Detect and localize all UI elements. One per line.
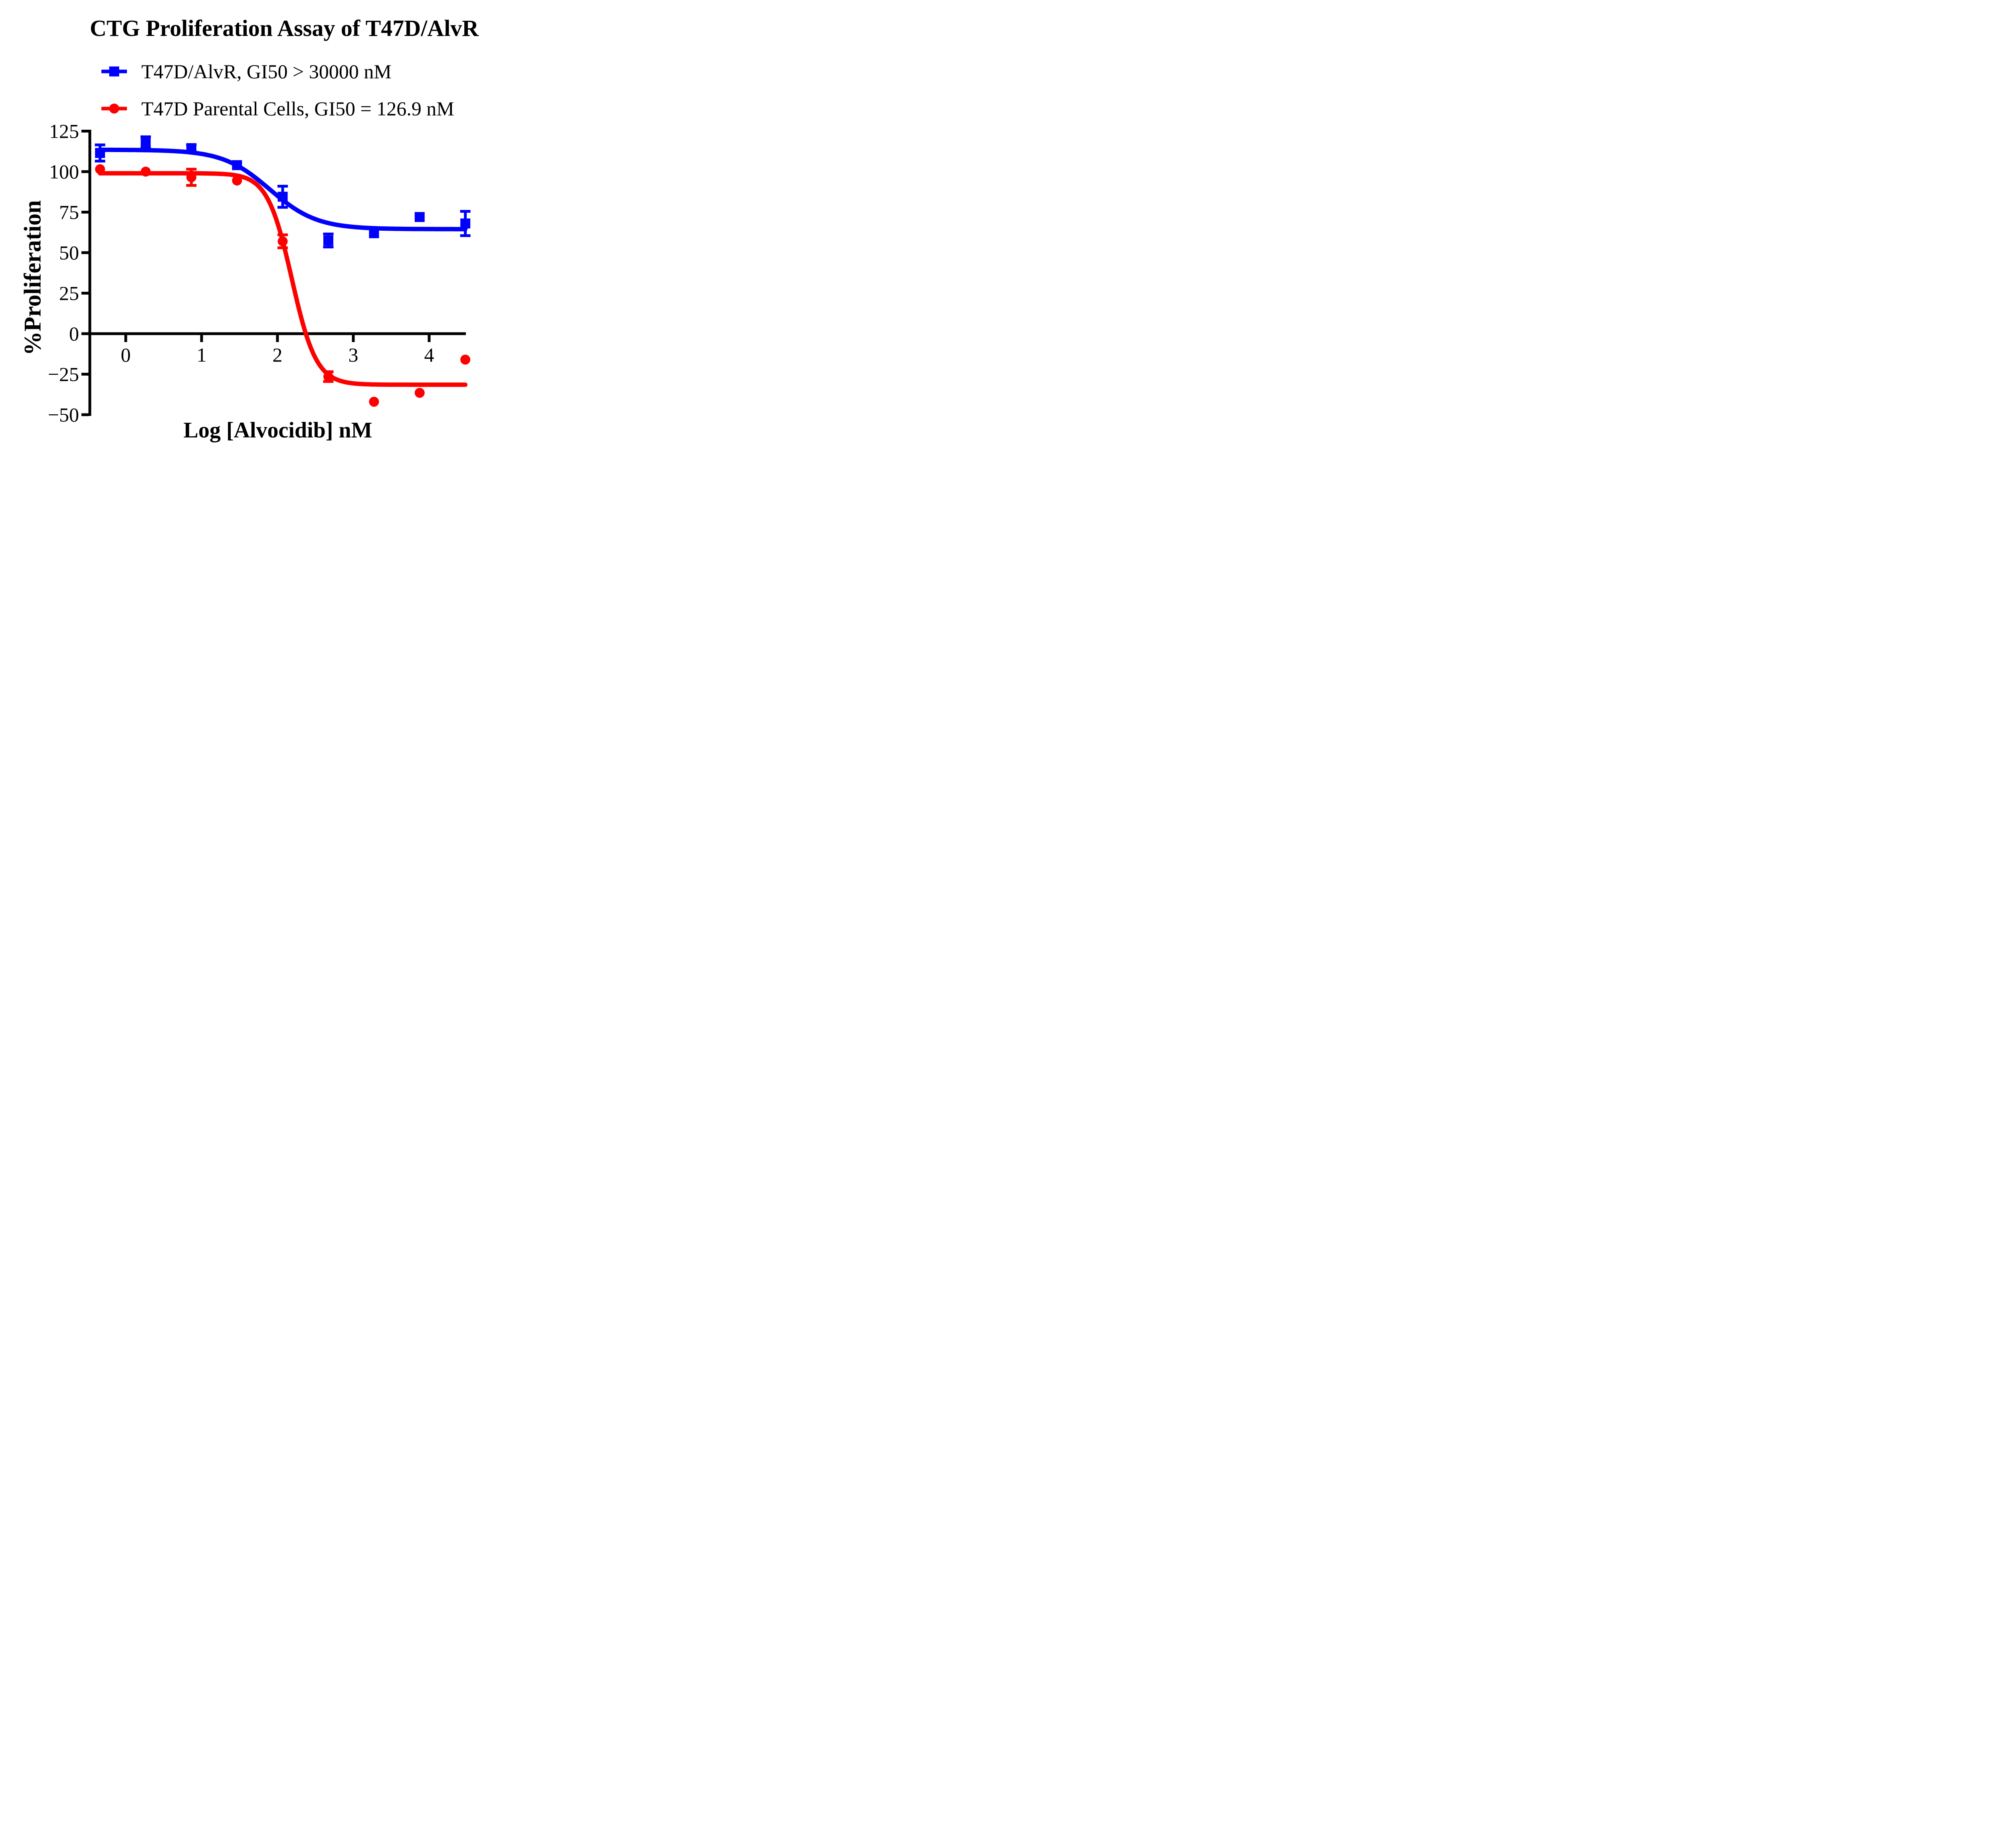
- data-point-circle: [141, 166, 151, 177]
- legend-label-t47d-alvr: T47D/AlvR, GI50 > 30000 nM: [141, 60, 392, 83]
- y-tick-label: 100: [49, 160, 79, 183]
- data-point-square: [95, 148, 105, 158]
- legend-marker-square-icon: [101, 66, 127, 77]
- dose-response-chart: 125 100 75 50 25 0 −25 −50 0 1 2 3 4: [48, 120, 471, 426]
- data-point-square: [277, 192, 288, 202]
- data-point-square: [323, 235, 333, 246]
- legend-item-t47d-parental: T47D Parental Cells, GI50 = 126.9 nM: [101, 95, 454, 122]
- legend-marker-circle-icon: [101, 103, 127, 114]
- data-point-square: [232, 160, 242, 170]
- data-point-circle: [277, 236, 288, 247]
- data-point-circle: [414, 388, 425, 398]
- y-tick-label: 75: [59, 201, 79, 224]
- x-tick-label: 2: [273, 344, 283, 366]
- data-point-square: [414, 212, 425, 222]
- data-point-square: [186, 143, 196, 153]
- y-tick-label: 125: [49, 120, 79, 142]
- data-point-circle: [232, 175, 242, 186]
- chart-title: CTG Proliferation Assay of T47D/AlvR: [90, 15, 479, 41]
- y-tick-label: 25: [59, 282, 79, 305]
- data-point-circle: [460, 354, 471, 365]
- x-tick-label: 4: [424, 344, 434, 366]
- y-tick-label: −25: [48, 363, 79, 386]
- y-tick-label: 0: [69, 323, 79, 345]
- data-point-square: [369, 228, 379, 238]
- y-tick-label: 50: [59, 241, 79, 264]
- x-tick-label: 0: [121, 344, 131, 366]
- y-axis-title: %Proliferation: [19, 200, 46, 356]
- data-point-square: [460, 218, 471, 229]
- legend-item-t47d-alvr: T47D/AlvR, GI50 > 30000 nM: [101, 58, 392, 85]
- x-tick-label: 1: [197, 344, 207, 366]
- data-point-circle: [369, 397, 379, 407]
- x-axis-title: Log [Alvocidib] nM: [183, 418, 372, 443]
- data-point-circle: [323, 372, 333, 382]
- legend-label-t47d-parental: T47D Parental Cells, GI50 = 126.9 nM: [141, 97, 454, 120]
- x-tick-label: 3: [349, 344, 358, 366]
- data-point-circle: [186, 172, 196, 182]
- y-tick-label: −50: [48, 404, 79, 426]
- data-point-circle: [95, 164, 105, 174]
- data-point-square: [141, 137, 151, 148]
